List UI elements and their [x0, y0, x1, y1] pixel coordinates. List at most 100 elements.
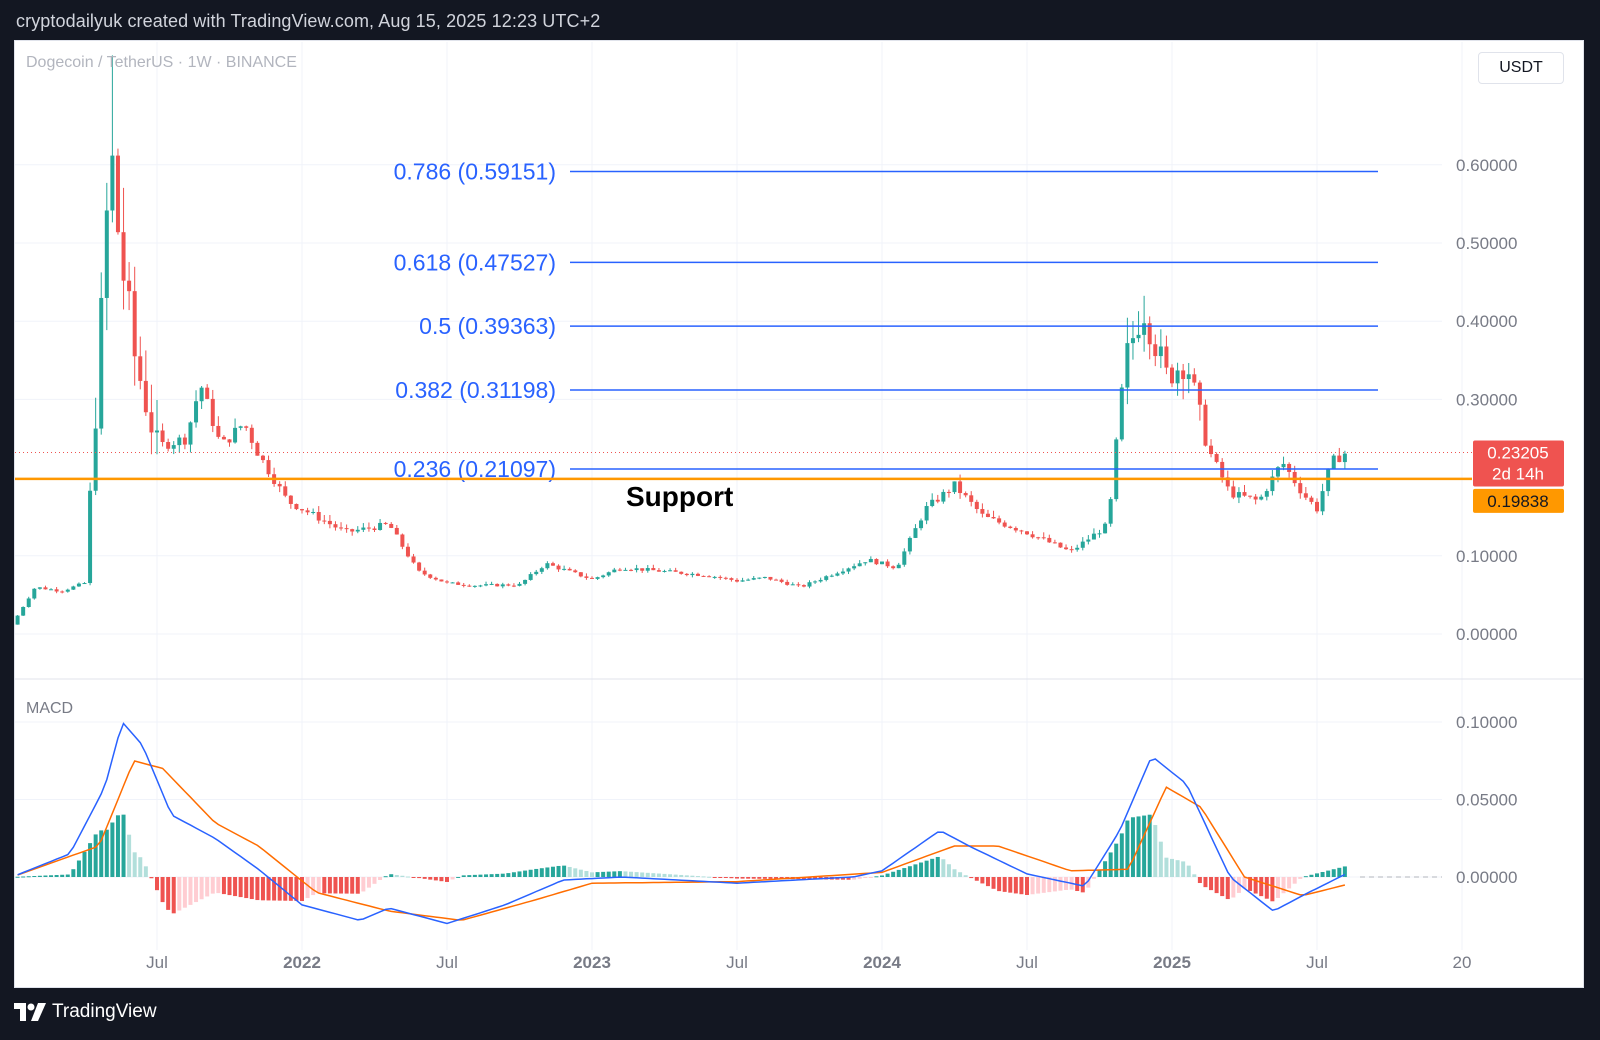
candle-body: [1231, 486, 1236, 498]
macd-histogram-bar: [1231, 877, 1236, 898]
macd-histogram-bar: [188, 877, 193, 905]
macd-histogram-bar: [182, 877, 187, 908]
candle-body: [578, 572, 583, 577]
candle-body: [138, 356, 143, 381]
candle-body: [311, 511, 316, 513]
fib-level-label: 0.382 (0.31198): [395, 377, 556, 403]
candle-body: [1287, 463, 1292, 472]
macd-histogram-bar: [1030, 877, 1035, 895]
candle-body: [768, 576, 773, 580]
candle-body: [757, 577, 762, 579]
macd-histogram-bar: [1248, 877, 1253, 891]
macd-signal-line: [17, 760, 1346, 921]
macd-histogram-bar: [762, 877, 767, 879]
candle-body: [1186, 374, 1191, 380]
candle-body: [640, 568, 645, 571]
candle-body: [1069, 549, 1074, 551]
macd-histogram-bar: [1086, 877, 1091, 888]
macd-histogram-bar: [405, 876, 410, 878]
macd-histogram-bar: [952, 869, 957, 877]
macd-histogram-bar: [1058, 877, 1063, 891]
macd-histogram-bar: [1158, 841, 1163, 877]
candle-body: [852, 566, 857, 569]
macd-histogram-bar: [896, 869, 901, 877]
macd-histogram-bar: [300, 877, 304, 902]
candle-body: [846, 568, 851, 572]
macd-histogram-bar: [15, 876, 20, 878]
macd-histogram-bar: [1331, 869, 1336, 877]
macd-histogram-bar: [255, 877, 260, 901]
candle-body: [1103, 523, 1108, 534]
macd-histogram-bar: [969, 877, 974, 879]
candle-body: [668, 570, 673, 572]
macd-histogram-bar: [88, 843, 93, 877]
macd-histogram-bar: [1114, 843, 1119, 877]
macd-histogram-bar: [550, 866, 555, 877]
price-tick-label: 0.00000: [1456, 625, 1517, 644]
candle-body: [1315, 501, 1319, 512]
candle-body: [550, 563, 555, 566]
candle-body: [919, 520, 924, 529]
macd-histogram-bar: [132, 852, 137, 877]
macd-histogram-bar: [60, 874, 65, 877]
macd-histogram-bar: [1147, 814, 1152, 877]
macd-histogram-bar: [1080, 877, 1085, 893]
currency-button[interactable]: USDT: [1478, 52, 1564, 84]
macd-histogram-bar: [372, 877, 377, 884]
macd-histogram-bar: [1292, 877, 1297, 884]
time-tick-label: 2025: [1153, 953, 1191, 972]
macd-histogram-bar: [1315, 873, 1319, 877]
macd-histogram-bar: [394, 874, 399, 877]
macd-histogram-bar: [1091, 877, 1096, 879]
macd-histogram-bar: [634, 872, 639, 877]
candle-body: [37, 587, 42, 589]
fib-level-label: 0.5 (0.39363): [419, 313, 556, 339]
candle-body: [506, 584, 511, 586]
macd-histogram-bar: [774, 877, 779, 879]
candle-body: [249, 427, 254, 443]
candle-body: [779, 579, 784, 582]
macd-histogram-bar: [1337, 867, 1342, 877]
candle-body: [1158, 346, 1163, 357]
macd-histogram-bar: [238, 877, 243, 898]
macd-histogram-bar: [974, 877, 979, 881]
candle-body: [1292, 471, 1297, 484]
candle-body: [612, 569, 617, 573]
macd-histogram-bar: [963, 875, 968, 877]
macd-histogram-bar: [49, 875, 54, 877]
macd-histogram-bar: [1142, 815, 1147, 877]
macd-histogram-bar: [1025, 877, 1029, 895]
candle-body: [980, 509, 985, 514]
candle-body: [1153, 344, 1158, 357]
macd-histogram-bar: [690, 875, 695, 877]
candle-body: [517, 583, 522, 586]
symbol-legend: Dogecoin / TetherUS · 1W · BINANCE: [26, 54, 297, 71]
candle-body: [294, 503, 299, 510]
macd-histogram-bar: [378, 877, 383, 881]
candle-body: [155, 430, 159, 433]
candle-body: [333, 524, 338, 528]
candle-body: [523, 579, 528, 584]
macd-histogram-bar: [339, 877, 344, 894]
macd-histogram-bar: [885, 873, 890, 877]
candle-body: [868, 558, 873, 563]
candle-body: [484, 584, 489, 586]
candle-body: [801, 585, 806, 587]
candle-body: [171, 445, 176, 449]
candle-body: [82, 583, 87, 585]
candle-body: [378, 522, 383, 531]
candle-body: [327, 520, 332, 525]
macd-histogram-bar: [701, 876, 706, 878]
macd-histogram-bar: [517, 871, 522, 877]
macd-histogram-bar: [640, 872, 645, 877]
time-tick-label: Jul: [1306, 953, 1328, 972]
candle-body: [1236, 492, 1241, 498]
macd-pane-label: MACD: [26, 700, 74, 717]
macd-histogram-bar: [26, 876, 31, 878]
macd-histogram-bar: [260, 877, 265, 901]
macd-histogram-bar: [1041, 877, 1046, 893]
macd-histogram-bar: [735, 877, 739, 879]
candle-body: [1253, 496, 1258, 500]
macd-histogram-bar: [590, 872, 594, 877]
